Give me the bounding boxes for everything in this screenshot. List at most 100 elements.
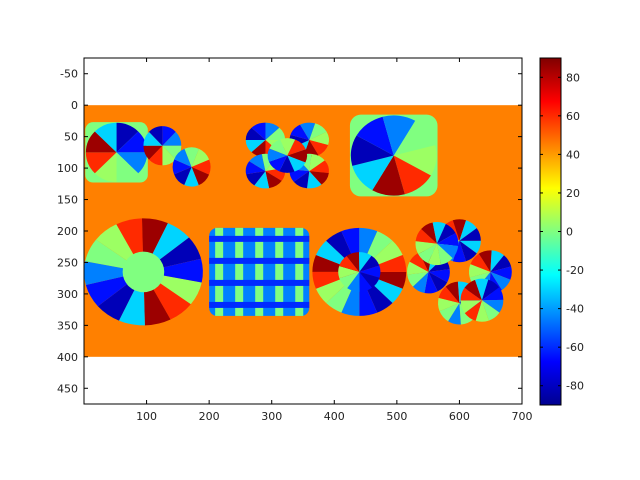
x-tick-label: 400 [324, 410, 345, 423]
pattern-4-rays-wedge [356, 116, 394, 156]
pattern-3-cell-wedge [287, 149, 308, 163]
pattern-8-flower-wedge [407, 271, 429, 287]
pattern-5-core [122, 251, 165, 293]
y-tick-label: 450 [57, 382, 78, 395]
pattern-6-bar [235, 227, 244, 316]
pattern-4-rays-wedge [393, 145, 437, 176]
x-tick-label: 200 [199, 410, 220, 423]
pattern-3-cell-wedge [269, 139, 288, 156]
pattern-8-flower-wedge [481, 287, 504, 301]
y-tick-label: 50 [64, 131, 78, 144]
pattern-2-part-wedge [191, 159, 211, 175]
pattern-3-cell-wedge [309, 153, 325, 172]
pattern-3-cell-wedge [303, 139, 319, 158]
pattern-3-cell-wedge [309, 123, 327, 140]
pattern-6-bar [209, 235, 310, 242]
pattern-4-rays-wedge [350, 135, 394, 166]
pattern-7-inner-wedge [359, 252, 372, 272]
pattern-1-rays-wedge [94, 122, 117, 153]
colorbar-tick-label: -60 [566, 341, 584, 354]
colorbar-tick-label: 0 [566, 226, 573, 239]
pattern-8-flower [415, 222, 459, 266]
pattern-1-rays-wedge [94, 152, 117, 182]
colorbar-tick-label: -20 [566, 264, 584, 277]
pattern-7-inner-wedge [359, 265, 381, 278]
pattern-1-rays-wedge [116, 122, 139, 153]
pattern-8-flower-wedge [481, 299, 504, 313]
pattern-1-rays-wedge [85, 152, 117, 174]
pattern-5 [84, 218, 203, 326]
x-tick-label: 600 [449, 410, 470, 423]
pattern-3-cell-wedge [307, 171, 322, 189]
pattern-8-flower-wedge [470, 253, 491, 272]
pattern-6-bar [255, 227, 264, 316]
pattern-3-cell-wedge [293, 171, 310, 189]
pattern-8-flower-wedge [464, 300, 482, 321]
pattern-1-rays-wedge [116, 131, 148, 153]
pattern-8-flower-wedge [436, 243, 459, 259]
pattern-8-flower-wedge [459, 228, 481, 241]
pattern-2-part-wedge [174, 166, 192, 186]
pattern-8-flower-wedge [409, 252, 429, 272]
pattern-7-inner-wedge [359, 255, 380, 272]
pattern-3-cell-wedge [289, 169, 310, 182]
y-tick-label: 0 [71, 99, 78, 112]
pattern-4-rays-wedge [352, 155, 394, 191]
pattern-4-rays-wedge [372, 155, 405, 196]
pattern-3-cell-wedge [287, 139, 306, 156]
pattern-8-flower-wedge [412, 271, 429, 294]
pattern-3-cell-wedge [309, 131, 329, 146]
pattern-2-part-wedge [172, 159, 192, 175]
pattern-6-bar [215, 227, 224, 316]
pattern-8-flower-wedge [452, 219, 467, 241]
pattern-8-flower-wedge [475, 278, 489, 301]
pattern-7-inner-wedge [359, 271, 380, 288]
pattern-8-flower-wedge [469, 264, 491, 278]
pattern-8-flower-wedge [448, 303, 461, 325]
pattern-2-part-wedge [174, 148, 192, 167]
y-tick-label: 300 [57, 288, 78, 301]
pattern-7-inner-wedge [339, 271, 360, 289]
pattern-2-part-wedge [148, 126, 163, 146]
pattern-2-part-wedge [184, 166, 199, 187]
pattern-7-inner-wedge [339, 256, 360, 272]
pattern-8-flower-wedge [490, 255, 512, 272]
pattern-1 [85, 122, 148, 183]
y-tick-label: 100 [57, 162, 78, 175]
axis-ticks: 100 200 300 400 500 600 700 -50 0 50 100 150 200 250 3… [57, 58, 533, 423]
colorbar-tick-label: -40 [566, 303, 584, 316]
pattern-8-flower-wedge [438, 286, 460, 304]
pattern-3 [245, 122, 329, 189]
pattern-6-bar [295, 227, 304, 316]
pattern-2-part-wedge [184, 147, 199, 167]
y-tick-label: -50 [60, 68, 78, 81]
pattern-7-inner-wedge [338, 266, 360, 279]
pattern-8-flower-wedge [452, 240, 467, 263]
pattern-6-bar [209, 301, 310, 308]
pattern-2-part-wedge [143, 131, 163, 146]
pattern-3-cell-wedge [245, 127, 266, 140]
pattern-3-cell-wedge [254, 171, 270, 189]
pattern-3-cell-wedge [245, 139, 266, 153]
colorbar [539, 57, 562, 406]
pattern-8-flower-wedge [415, 241, 437, 255]
pattern-3-cell-wedge [309, 139, 329, 156]
pattern-8-flower-wedge [421, 222, 437, 244]
pattern-8-flower-wedge [407, 261, 429, 275]
pattern-3-cell-wedge [290, 124, 310, 140]
pattern-8-flower-wedge [439, 303, 460, 322]
pattern-8-flower-wedge [424, 271, 438, 294]
pattern-2-part-wedge [143, 145, 163, 160]
colorbar-tick-label: -80 [566, 380, 584, 393]
pattern-4-rays [350, 115, 437, 196]
pattern-8-flower-wedge [428, 271, 448, 292]
y-tick-label: 250 [57, 256, 78, 269]
pattern-8-flower-wedge [481, 279, 500, 301]
pattern-8 [407, 219, 512, 325]
pattern-8-flower-wedge [427, 243, 442, 266]
pattern-3-cell-wedge [251, 139, 266, 158]
pattern-3-cell-wedge [309, 160, 329, 174]
pattern-1-bowtie [86, 134, 147, 171]
pattern-7-inner-wedge [359, 271, 372, 292]
